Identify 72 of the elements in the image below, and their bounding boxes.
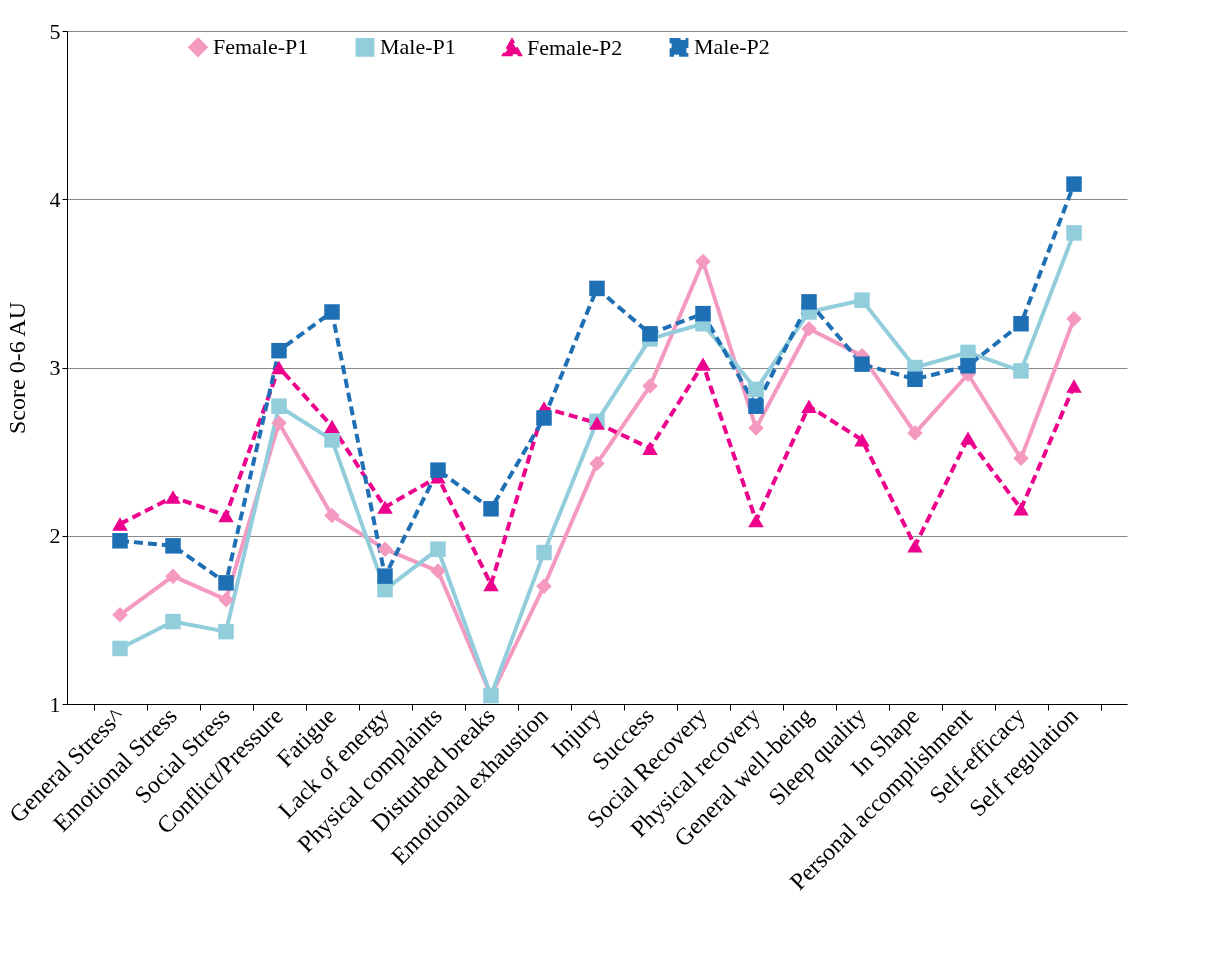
legend-label: Female-P1 (213, 34, 309, 60)
point (642, 326, 658, 342)
point (430, 462, 446, 478)
point (801, 294, 817, 310)
point (748, 381, 764, 398)
point (112, 640, 128, 657)
y-tick-label: 3 (49, 355, 61, 380)
point (165, 568, 181, 584)
point (854, 433, 870, 447)
point (1066, 310, 1082, 327)
point (748, 420, 764, 436)
y-axis-title: Score 0-6 AU (3, 302, 30, 434)
point (589, 455, 605, 472)
y-tick-label: 2 (49, 523, 61, 549)
point (112, 533, 128, 549)
point (112, 607, 128, 623)
point (907, 425, 923, 441)
legend-label: Male-P2 (694, 34, 770, 60)
point (1066, 176, 1082, 192)
point (907, 539, 923, 553)
point (271, 415, 287, 431)
point (483, 577, 499, 592)
point (324, 304, 340, 320)
point (1013, 363, 1029, 379)
point (218, 575, 234, 591)
point (642, 441, 658, 455)
point (801, 399, 817, 413)
point (536, 578, 552, 594)
point (377, 568, 393, 584)
point (854, 292, 870, 308)
point (430, 541, 446, 557)
y-tick-label: 5 (49, 18, 61, 44)
point (536, 544, 552, 561)
point (112, 517, 128, 531)
y-tick-label: 4 (49, 186, 61, 212)
point (801, 321, 817, 337)
point (271, 342, 287, 359)
point (748, 398, 764, 414)
point (483, 501, 499, 517)
point (324, 432, 340, 448)
legend-label: Male-P1 (380, 34, 456, 60)
point (165, 538, 181, 554)
point (218, 623, 234, 640)
point (854, 356, 870, 372)
point (907, 371, 923, 388)
point (218, 591, 234, 608)
point (1013, 316, 1029, 332)
point (324, 419, 340, 434)
point (165, 490, 181, 504)
point (642, 378, 658, 394)
point (1066, 225, 1082, 241)
point (165, 613, 181, 630)
point (695, 357, 711, 371)
point (377, 541, 393, 557)
point (271, 398, 287, 414)
point (695, 305, 711, 322)
point (430, 563, 446, 579)
point (1013, 502, 1029, 516)
point (1013, 450, 1029, 467)
point (695, 253, 711, 270)
legend-label: Female-P2 (527, 34, 623, 60)
point (218, 508, 234, 523)
point (748, 513, 764, 528)
point (1066, 379, 1082, 393)
point (960, 358, 976, 374)
point (589, 280, 605, 297)
point (271, 360, 287, 375)
point (377, 500, 393, 514)
y-tick-label: 1 (49, 691, 61, 717)
point (960, 431, 976, 445)
point (324, 507, 340, 524)
point (536, 410, 552, 426)
